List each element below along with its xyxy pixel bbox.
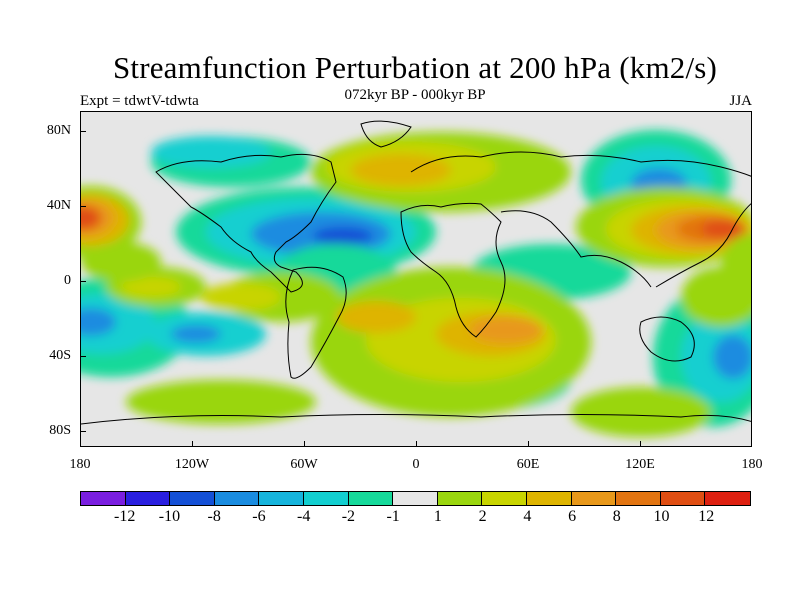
season-label: JJA xyxy=(729,93,752,109)
colorbar-label: 2 xyxy=(478,508,487,525)
y-tick-0: 0 xyxy=(64,273,71,288)
chart-title: Streamfunction Perturbation at 200 hPa (… xyxy=(112,50,718,85)
colorbar-label: 8 xyxy=(612,508,621,525)
y-tick-80n: 80N xyxy=(46,123,71,138)
colorbar-swatch xyxy=(214,492,260,505)
y-tick-mark xyxy=(80,431,86,432)
colorbar-swatch xyxy=(170,492,215,505)
colorbar-label: -12 xyxy=(114,508,136,525)
colorbar-swatch xyxy=(660,492,706,505)
colorbar-label: -2 xyxy=(341,508,356,525)
colorbar-swatch xyxy=(125,492,171,505)
colorbar-swatch xyxy=(482,492,527,505)
colorbar-label: 1 xyxy=(433,508,442,525)
x-tick-60w: 60W xyxy=(290,457,318,472)
map-panel xyxy=(80,111,752,447)
y-tick-40n: 40N xyxy=(46,198,71,213)
x-tick-120e: 120E xyxy=(625,457,655,472)
y-tick-40s: 40S xyxy=(49,348,71,363)
x-tick-180-left: 180 xyxy=(69,457,91,472)
x-tick-180-right: 180 xyxy=(741,457,763,472)
colorbar-swatch xyxy=(348,492,394,505)
colorbar-swatch xyxy=(616,492,661,505)
y-tick-80s: 80S xyxy=(49,423,71,438)
x-tick-mark xyxy=(416,441,417,447)
x-tick-mark xyxy=(640,441,641,447)
x-tick-mark xyxy=(304,441,305,447)
colorbar-label: -1 xyxy=(386,508,400,525)
colorbar-label: -8 xyxy=(207,508,221,525)
colorbar-label: -10 xyxy=(158,508,181,525)
field-contours xyxy=(81,130,751,437)
experiment-label: Expt = tdwtV-tdwta xyxy=(80,93,199,109)
x-tick-120w: 120W xyxy=(174,457,210,472)
y-tick-mark xyxy=(80,356,86,357)
y-tick-mark xyxy=(80,281,86,282)
colorbar-swatch xyxy=(81,492,126,505)
x-tick-60e: 60E xyxy=(516,457,540,472)
colorbar-label: 6 xyxy=(568,508,577,525)
colorbar-label: 12 xyxy=(698,508,715,525)
colorbar-label: 10 xyxy=(653,508,670,525)
colorbar-swatch xyxy=(393,492,438,505)
period-label: 072kyr BP - 000kyr BP xyxy=(344,87,486,103)
colorbar-swatch xyxy=(437,492,483,505)
colorbar xyxy=(80,491,751,506)
x-tick-mark xyxy=(528,441,529,447)
colorbar-swatch xyxy=(526,492,572,505)
colorbar-swatch xyxy=(705,492,750,505)
colorbar-swatch xyxy=(571,492,617,505)
colorbar-swatch xyxy=(259,492,304,505)
colorbar-label: -4 xyxy=(296,508,311,525)
x-tick-mark xyxy=(192,441,193,447)
y-tick-mark xyxy=(80,206,86,207)
colorbar-label: -6 xyxy=(252,508,266,525)
colorbar-swatch xyxy=(303,492,349,505)
map-field xyxy=(81,112,751,446)
colorbar-label: 4 xyxy=(523,508,532,525)
y-tick-mark xyxy=(80,131,86,132)
coastlines xyxy=(81,120,751,425)
x-tick-0: 0 xyxy=(412,457,420,472)
